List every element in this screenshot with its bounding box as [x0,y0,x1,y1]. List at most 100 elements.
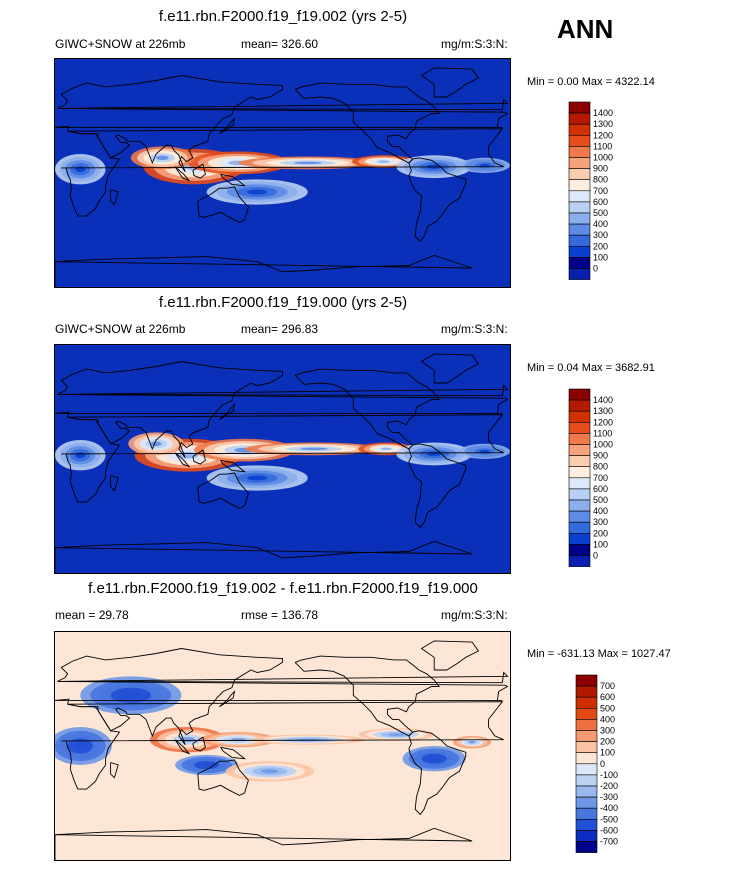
colorbar-box-3 [568,134,591,147]
colorbar-box-10 [568,499,591,512]
colorbar-level-label: 100 [593,539,608,549]
field-contour-6-1 [75,452,86,459]
panel-1-mean-label: mean= 326.60 [241,37,319,51]
colorbar-level-label: 1200 [593,130,613,140]
coastline-2 [197,186,249,223]
colorbar-box-5 [568,444,591,456]
panel-2-units-label: mg/m:S:3:N: [441,322,508,336]
colorbar-box-10 [568,212,591,225]
colorbar-box-13 [575,818,598,831]
colorbar-level-label: 400 [593,219,608,229]
colorbar-box-2 [568,410,591,423]
colorbar-box-14 [568,257,591,269]
coastline-9 [220,746,247,760]
colorbar-level-label: 0 [600,759,605,769]
colorbar-level-label: 100 [600,748,615,758]
colorbar-level-label: 200 [600,737,615,747]
colorbar-level-label: 300 [593,517,608,527]
coastline-1 [61,128,504,217]
panel-3-colorbar: 700 600 500 400 300 200 100 0 -100 -200 -300 -400 -5… [575,674,636,855]
coastline-6 [55,540,473,573]
colorbar-level-label: 700 [593,473,608,483]
colorbar-level-label: 100 [593,252,608,262]
field-contour-3-1 [388,733,404,736]
coastline-2 [197,759,249,796]
colorbar-box-9 [568,488,591,501]
colorbar-level-label: 800 [593,175,608,185]
panel-1-map [54,58,511,288]
colorbar-box-2 [575,696,598,709]
coastline-10 [110,475,119,492]
field-contour-4-1 [377,160,390,163]
colorbar-box-8 [575,763,598,776]
coastline-12 [57,98,509,111]
field-contour-7-1 [247,475,268,481]
field-contour-4-1 [468,740,476,744]
coastline-5 [420,67,480,98]
coastline-4 [408,443,467,529]
colorbar-box-10 [575,785,598,798]
colorbar-level-label: 900 [593,451,608,461]
map-background [55,632,510,860]
coastline-2 [197,472,249,509]
colorbar-level-label: 600 [593,484,608,494]
field-contour-2-1 [150,441,162,447]
field-contour-5-1 [73,742,87,750]
field-contour-7-1 [247,189,268,195]
colorbar-level-label: 1300 [593,406,613,416]
coastline-3 [294,655,441,737]
panel-3-minmax-label: Min = -631.13 Max = 1027.47 [527,648,671,660]
colorbar-level-label: -600 [600,825,618,835]
coastline-7 [174,739,191,755]
colorbar-box-11 [575,796,598,809]
coastline-10 [110,762,119,779]
colorbar-box-6 [575,741,598,753]
colorbar-box-12 [575,807,598,820]
colorbar-box-4 [568,433,591,445]
colorbar-box-1 [568,112,591,125]
coastline-1 [61,701,504,790]
colorbar-box-7 [568,466,591,479]
colorbar-level-label: 1000 [593,152,613,162]
colorbar-level-label: 400 [600,714,615,724]
colorbar-level-label: 1400 [593,395,613,405]
colorbar-level-label: 300 [600,725,615,735]
panel-2-colorbar: 1400 1300 1200 1100 1000 900 800 700 600 500 400 30… [568,388,629,569]
colorbar-level-label: -400 [600,803,618,813]
colorbar-level-label: -200 [600,781,618,791]
colorbar-box-0 [568,101,591,114]
field-contour-4-1 [380,447,392,451]
field-contour-3-1 [293,161,322,165]
panel-2-map [54,344,511,574]
panel-2-variable-label: GIWC+SNOW at 226mb [55,322,186,336]
colorbar-box-6 [568,168,591,180]
coastline-4 [408,730,467,816]
colorbar-box-1 [575,685,598,698]
colorbar-box-12 [568,521,591,534]
panel-3-mean-label: mean = 29.78 [55,608,129,622]
panel-3-units-label: mg/m:S:3:N: [441,608,508,622]
panel-1-title: f.e11.rbn.F2000.f19_f19.002 (yrs 2-5) [158,8,408,25]
colorbar-box-11 [568,223,591,236]
panel-1-minmax-label: Min = 0.00 Max = 4322.14 [527,76,655,88]
coastline-8 [192,736,206,752]
coastline-10 [110,189,119,206]
panel-2-mean-label: mean= 296.83 [241,322,319,336]
colorbar-box-5 [575,730,598,742]
colorbar-level-label: 1100 [593,141,612,151]
coastline-6 [55,254,473,287]
colorbar-box-0 [568,388,591,401]
colorbar-level-label: 700 [600,681,615,691]
coastline-12 [57,384,509,397]
colorbar-box-4 [575,719,598,731]
colorbar-level-label: 500 [600,703,615,713]
colorbar-level-label: 700 [593,186,608,196]
colorbar-box-4 [568,146,591,158]
coastline-12 [57,671,509,684]
coastline-0 [55,648,509,745]
panel-3-map [54,631,511,861]
field-contour-8-1 [427,756,441,762]
coastline-3 [294,368,441,450]
colorbar-box-7 [575,752,598,765]
colorbar-level-label: 1400 [593,108,613,118]
